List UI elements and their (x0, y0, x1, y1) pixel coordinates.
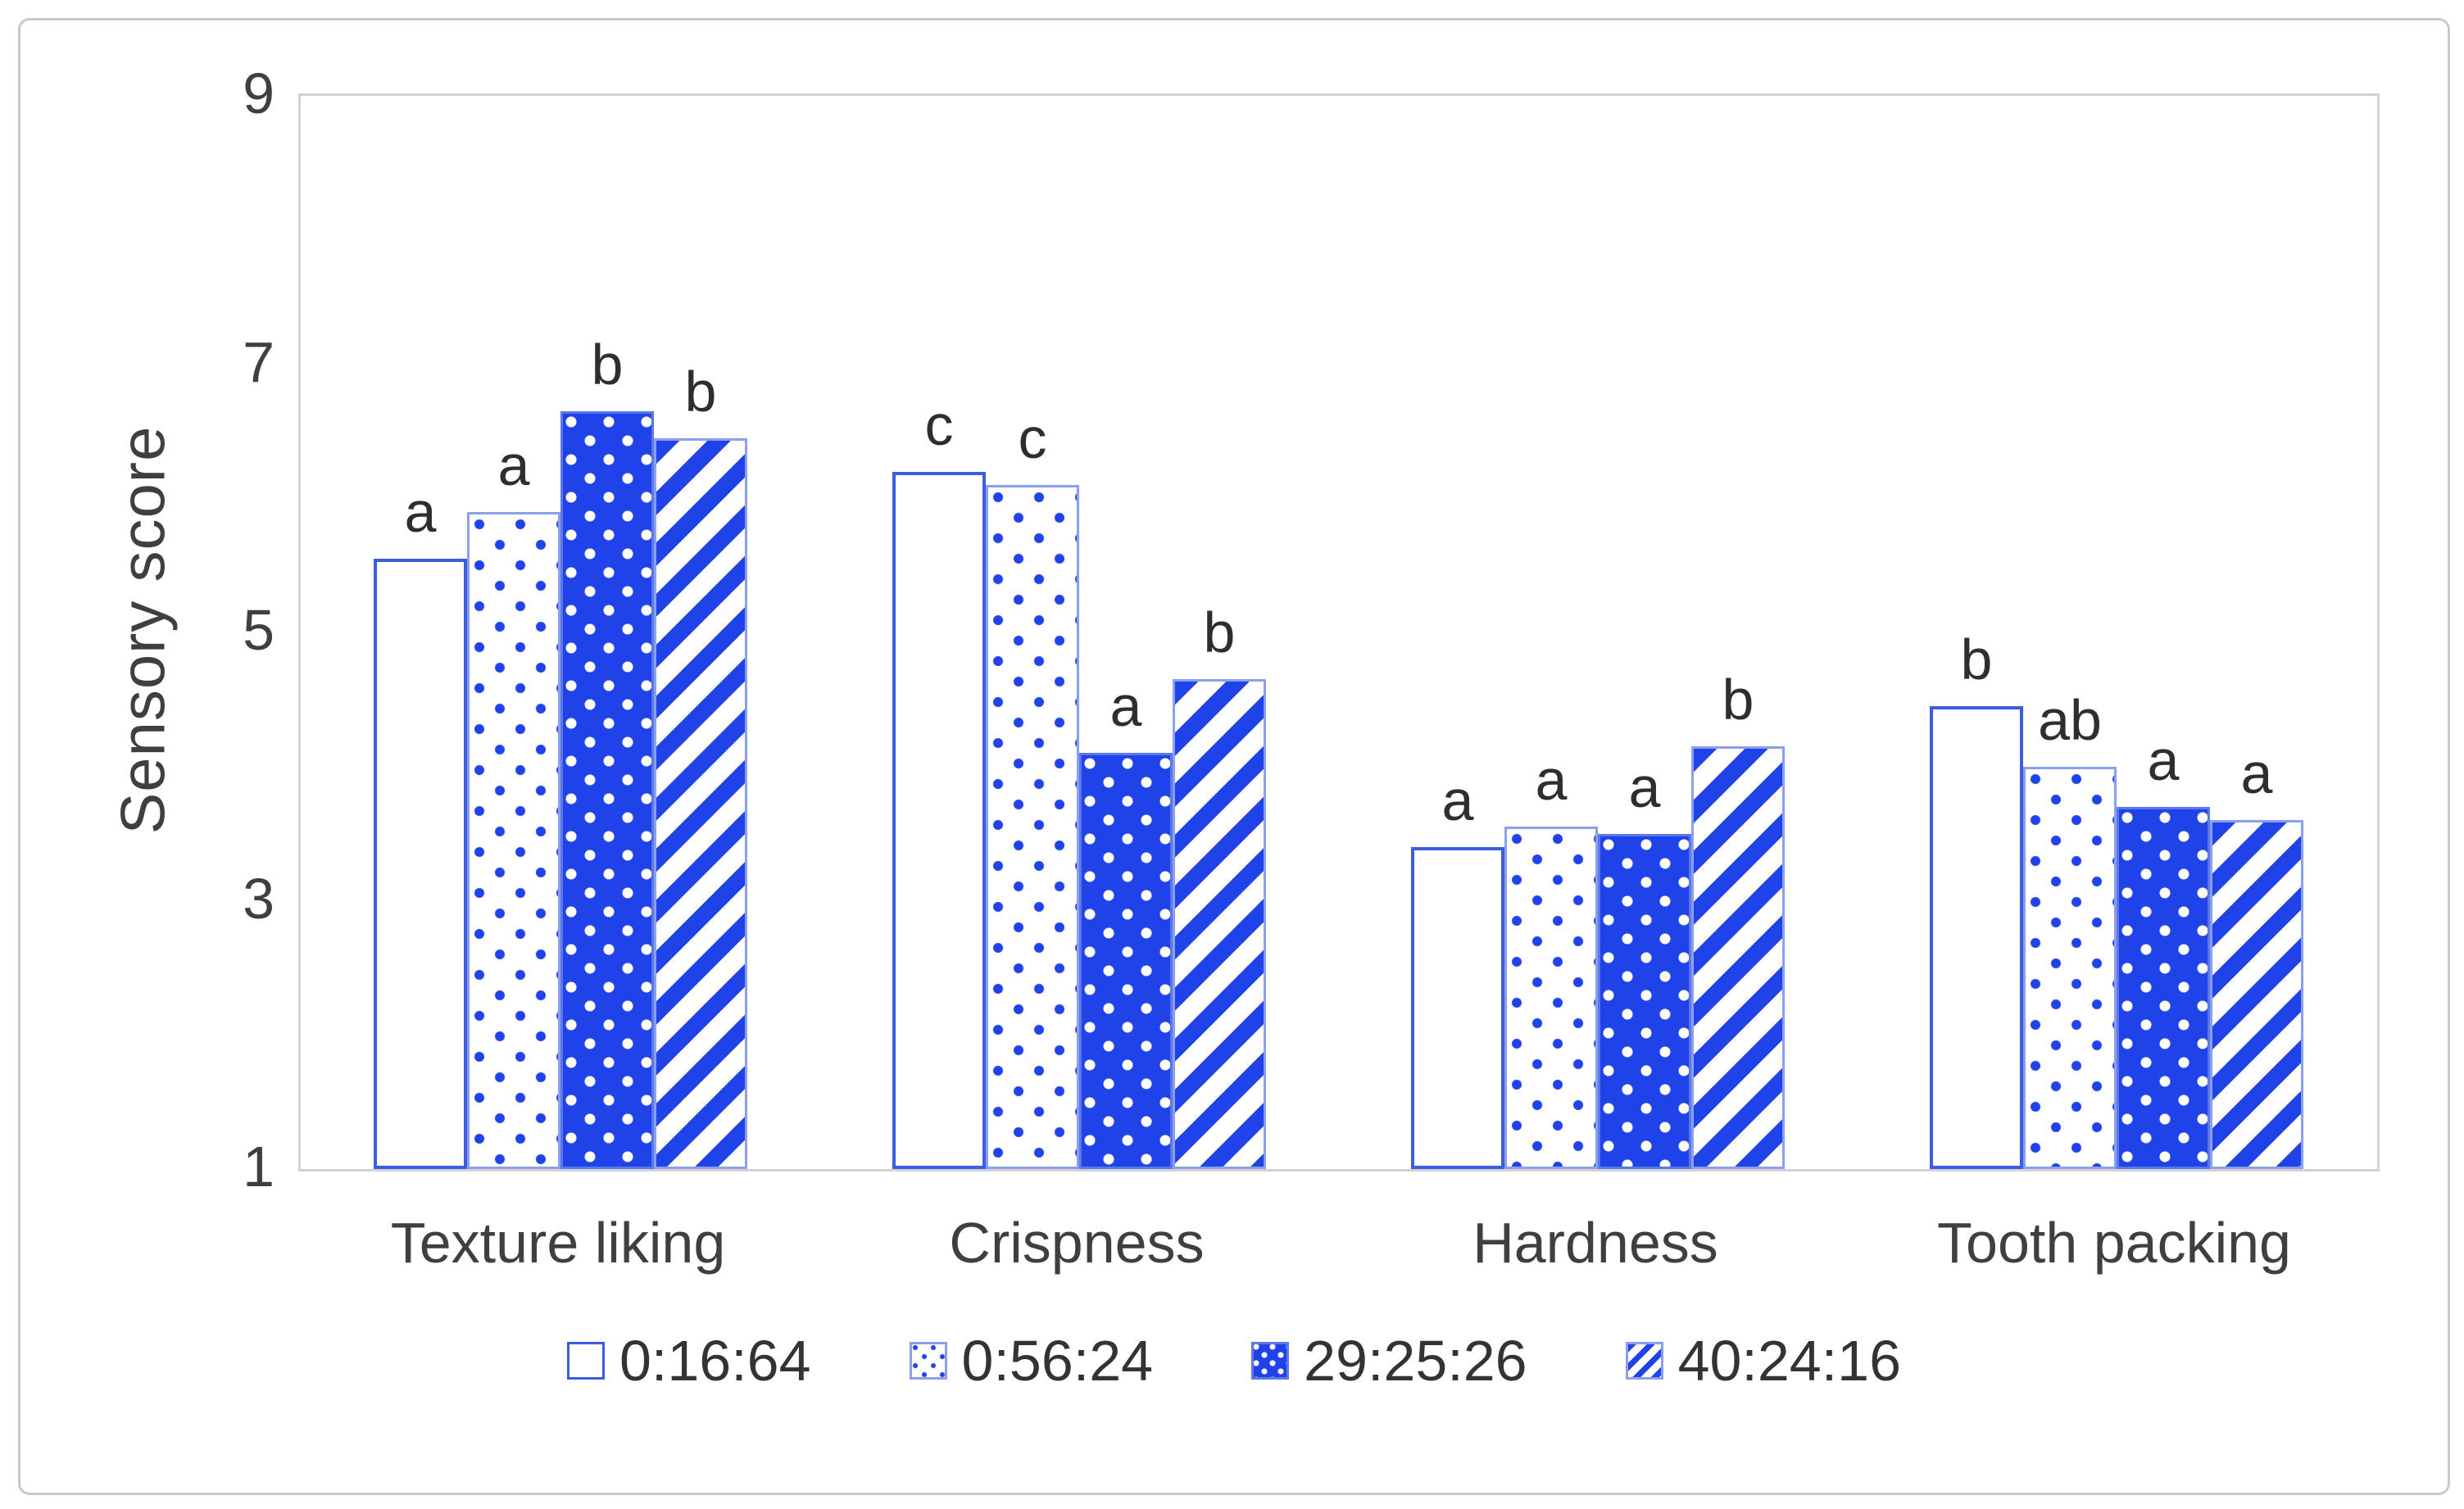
x-category-label: Tooth packing (1937, 1211, 2291, 1275)
legend-label: 0:56:24 (961, 1329, 1154, 1393)
bar-0:16:64-hardness (1411, 847, 1504, 1169)
significance-letter: a (2147, 727, 2180, 792)
bar-40:24:16-crispness (1173, 679, 1266, 1169)
x-category-label: Crispness (949, 1211, 1205, 1275)
bar-0:16:64-crispness (892, 471, 986, 1169)
significance-letter: a (2240, 741, 2273, 806)
significance-letter: a (497, 433, 530, 497)
bar-0:56:24-texture-liking (467, 511, 560, 1169)
legend-swatch-dots-dense-icon (1251, 1342, 1290, 1380)
legend-label: 0:16:64 (619, 1329, 811, 1393)
bar-0:16:64-texture-liking (374, 558, 467, 1169)
bar-29:25:26-crispness (1079, 753, 1173, 1169)
y-tick-label: 1 (243, 1135, 275, 1199)
y-tick-label: 3 (243, 866, 275, 931)
significance-letter: b (1203, 600, 1236, 665)
y-tick-label: 7 (243, 329, 275, 394)
legend: 0:16:64 0:56:24 29:25:26 40:24:16 (20, 1328, 2448, 1393)
significance-letter: b (1960, 628, 1993, 692)
x-category-label: Hardness (1473, 1211, 1718, 1275)
legend-item: 29:25:26 (1251, 1328, 1527, 1393)
y-tick-label: 5 (243, 598, 275, 662)
bar-0:56:24-hardness (1504, 827, 1598, 1169)
bar-0:56:24-crispness (986, 484, 1079, 1169)
bar-0:16:64-tooth-packing (1930, 706, 2023, 1169)
legend-label: 29:25:26 (1304, 1329, 1527, 1393)
significance-letter: a (1109, 674, 1142, 739)
significance-letter: b (1722, 668, 1754, 732)
x-category-label: Texture liking (390, 1211, 726, 1275)
legend-item: 40:24:16 (1625, 1328, 1902, 1393)
significance-letter: a (404, 479, 437, 544)
significance-letter: b (684, 359, 717, 424)
legend-swatch-diagonal-icon (1625, 1342, 1663, 1380)
bar-29:25:26-tooth-packing (2117, 806, 2210, 1169)
significance-letter: b (591, 332, 624, 397)
y-tick-label: 9 (243, 61, 275, 125)
legend-label: 40:24:16 (1677, 1329, 1902, 1393)
legend-swatch-dots-sparse-icon (909, 1342, 947, 1380)
bar-0:56:24-tooth-packing (2023, 766, 2117, 1169)
significance-letter: a (1535, 748, 1568, 813)
bar-40:24:16-tooth-packing (2210, 820, 2303, 1169)
significance-letter: a (1628, 754, 1661, 819)
significance-letter: ab (2038, 687, 2102, 752)
bar-40:24:16-texture-liking (654, 437, 747, 1169)
legend-swatch-plain-icon (566, 1342, 605, 1380)
significance-letter: c (1018, 406, 1047, 470)
bar-29:25:26-texture-liking (560, 410, 654, 1169)
legend-item: 0:16:64 (566, 1328, 811, 1393)
plot-area: a a b b c c a b a a a b b ab a a (298, 93, 2380, 1171)
bar-40:24:16-hardness (1691, 746, 1785, 1169)
significance-letter: c (924, 392, 954, 457)
bar-29:25:26-hardness (1598, 833, 1691, 1169)
significance-letter: a (1441, 768, 1474, 832)
legend-item: 0:56:24 (909, 1328, 1154, 1393)
